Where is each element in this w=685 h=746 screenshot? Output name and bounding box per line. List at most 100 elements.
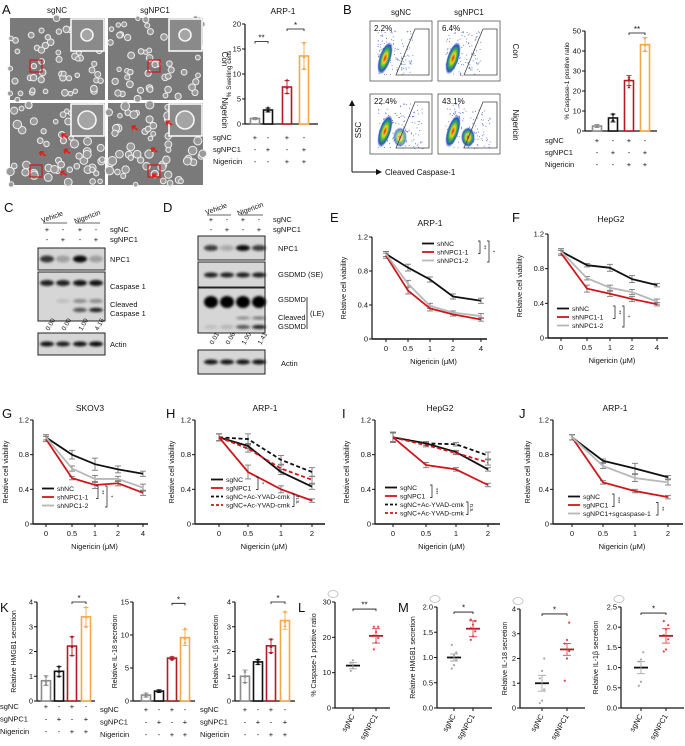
- cell: [166, 60, 173, 67]
- y-axis-label: % Swelling cells: [226, 50, 233, 97]
- event-dot: [408, 145, 410, 147]
- data-point: [285, 86, 289, 89]
- event-dot: [483, 134, 485, 136]
- data-point: [563, 679, 566, 682]
- event-dot: [446, 52, 448, 54]
- x-tick-label: sgNC: [441, 712, 458, 733]
- x-tick-label: 2: [486, 529, 490, 538]
- event-dot: [460, 112, 462, 114]
- condition-sign: +: [627, 160, 632, 169]
- data-point: [283, 624, 287, 627]
- event-dot: [481, 123, 483, 125]
- condition-sign: +: [61, 235, 66, 244]
- population-density: [445, 41, 461, 75]
- cell: [144, 22, 151, 29]
- event-dot: [479, 60, 481, 62]
- data-point: [639, 658, 643, 661]
- event-dot: [401, 39, 403, 41]
- data-point: [568, 649, 571, 653]
- event-dot: [392, 44, 394, 46]
- legend-label: sgNC+Ac-YVAD-cmk: [400, 511, 464, 518]
- significance-bracket: [256, 476, 259, 490]
- band: [204, 359, 218, 365]
- data-point: [455, 651, 458, 654]
- column-label: sgNC: [47, 6, 67, 15]
- event-dot: [407, 54, 409, 56]
- series-line: [571, 436, 669, 484]
- data-point: [667, 624, 670, 627]
- cell: [145, 115, 154, 124]
- event-dot: [377, 146, 379, 148]
- event-dot: [391, 68, 393, 70]
- event-dot: [474, 132, 476, 134]
- x-tick-label: 1: [428, 344, 432, 353]
- cell: [88, 66, 96, 74]
- data-point: [643, 48, 647, 52]
- condition-sign: -: [612, 136, 615, 145]
- data-point: [269, 651, 273, 655]
- event-dot: [466, 32, 468, 34]
- event-dot: [414, 111, 416, 113]
- event-dot: [392, 138, 394, 140]
- event-dot: [390, 61, 392, 63]
- y-axis-label: Relative HMGB1 secretion: [11, 610, 18, 693]
- cell: [18, 105, 25, 112]
- condition-sign: -: [95, 225, 98, 234]
- condition-sign: -: [145, 730, 148, 739]
- event-dot: [413, 135, 415, 137]
- cell: [146, 86, 154, 93]
- arrow-icon: [63, 148, 71, 155]
- series-line: [571, 436, 669, 499]
- significance-label: **: [658, 507, 664, 512]
- condition-sign: +: [627, 136, 632, 145]
- condition-sign: -: [628, 148, 631, 157]
- event-dot: [383, 118, 385, 120]
- event-dot: [474, 58, 476, 60]
- series-line: [218, 436, 313, 488]
- chart-title: HepG2: [427, 403, 454, 413]
- event-dot: [380, 34, 382, 36]
- event-dot: [468, 33, 470, 35]
- cell: [74, 72, 81, 79]
- event-dot: [410, 132, 412, 134]
- significance-label: *: [462, 604, 465, 613]
- data-point: [170, 656, 174, 660]
- event-dot: [399, 106, 401, 108]
- series-line: [45, 438, 144, 494]
- y-tick-label: 3: [512, 629, 516, 638]
- event-dot: [459, 57, 461, 59]
- band: [204, 325, 218, 329]
- condition-sign: -: [596, 160, 599, 169]
- data-point: [349, 669, 352, 673]
- event-dot: [457, 141, 459, 143]
- event-dot: [404, 64, 406, 66]
- event-dot: [487, 119, 489, 121]
- series-line: [45, 436, 144, 475]
- y-tick-label: 2: [227, 647, 231, 656]
- event-dot: [403, 120, 405, 122]
- cell: [151, 60, 159, 69]
- event-dot: [404, 116, 406, 118]
- x-axis-label: Nigericin (μM): [410, 357, 457, 366]
- y-tick-label: 5: [237, 95, 241, 104]
- event-dot: [479, 49, 481, 51]
- cell: [164, 140, 173, 149]
- condition-sign: -: [46, 235, 49, 244]
- event-dot: [404, 103, 406, 105]
- data-point: [70, 645, 74, 648]
- band: [220, 325, 234, 329]
- y-tick-label: 0.8: [539, 450, 549, 459]
- event-dot: [461, 46, 463, 48]
- cell: [66, 166, 74, 173]
- condition-sign: +: [269, 705, 274, 714]
- event-dot: [408, 67, 410, 69]
- event-dot: [409, 47, 411, 49]
- condition-sign: -: [226, 215, 229, 224]
- legend-label: sgNPC1: [583, 503, 609, 510]
- cell: [142, 161, 151, 171]
- x-tick-label: 2: [310, 529, 314, 538]
- y-tick-label: 0.8: [534, 264, 544, 273]
- x-tick-label: 2: [451, 344, 455, 353]
- event-dot: [474, 73, 476, 75]
- event-dot: [389, 147, 391, 149]
